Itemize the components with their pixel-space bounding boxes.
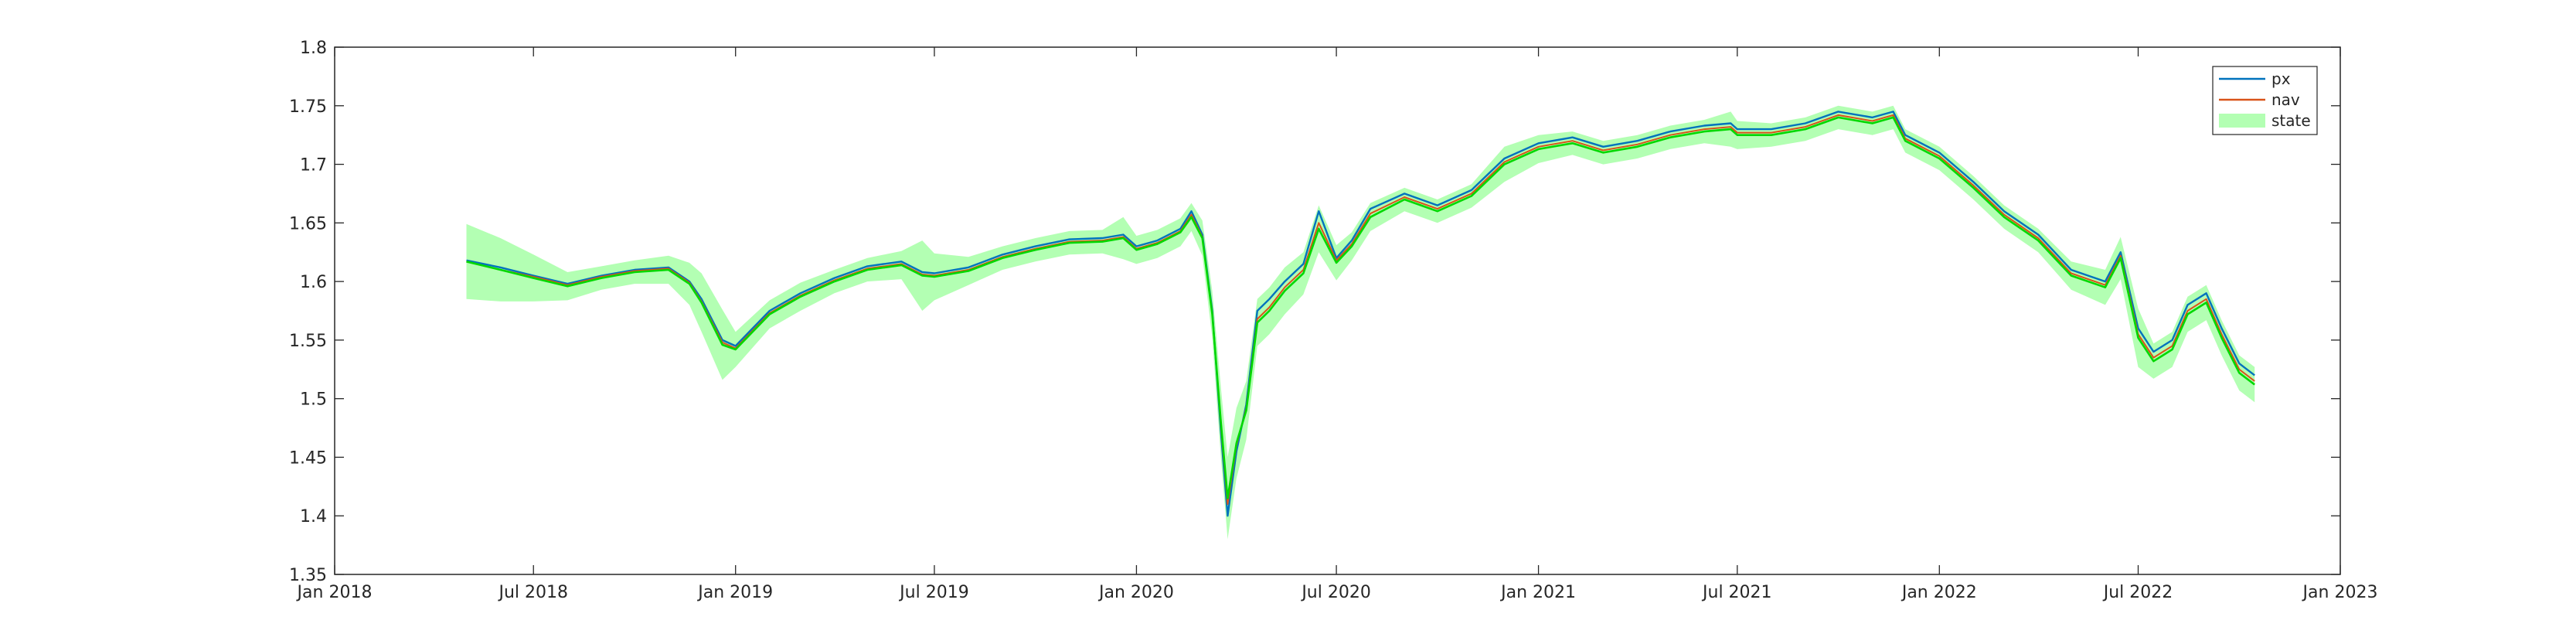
y-tick-label: 1.75 bbox=[289, 97, 327, 117]
x-tick-labels: Jan 2018 Jul 2018 Jan 2019 Jul 2019 Jan 2020… bbox=[296, 583, 2378, 602]
x-tick-label: Jan 2019 bbox=[696, 583, 773, 602]
y-tick-labels: 1.35 1.4 1.45 1.5 1.55 1.6 1.65 1.7 1.75 1.8 bbox=[289, 39, 327, 585]
y-tick-label: 1.65 bbox=[289, 214, 327, 233]
x-tick-label: Jul 2018 bbox=[497, 583, 568, 602]
x-tick-label: Jul 2019 bbox=[898, 583, 969, 602]
x-tick-label: Jul 2021 bbox=[1701, 583, 1772, 602]
x-tick-label: Jan 2023 bbox=[2302, 583, 2378, 602]
y-tick-label: 1.35 bbox=[289, 566, 327, 585]
x-tick-label: Jan 2018 bbox=[296, 583, 373, 602]
nav-series-line bbox=[466, 114, 2255, 506]
x-tick-label: Jul 2022 bbox=[2102, 583, 2173, 602]
y-tick-label: 1.4 bbox=[300, 507, 327, 526]
plot-area bbox=[466, 105, 2255, 540]
x-tick-label: Jan 2021 bbox=[1499, 583, 1576, 602]
axes-box bbox=[334, 46, 2341, 575]
legend-label-state: state bbox=[2271, 111, 2311, 130]
y-tick-label: 1.55 bbox=[289, 332, 327, 351]
legend-items: px nav state bbox=[2219, 70, 2311, 130]
state-band-layer bbox=[466, 105, 2255, 540]
y-tick-label: 1.5 bbox=[300, 390, 327, 410]
y-tick-label: 1.45 bbox=[289, 448, 327, 468]
px-series-line bbox=[466, 111, 2255, 517]
ticks-layer bbox=[334, 46, 2341, 575]
x-tick-label: Jan 2022 bbox=[1901, 583, 1977, 602]
legend: px nav state bbox=[2212, 66, 2318, 135]
x-tick-label: Jul 2020 bbox=[1300, 583, 1371, 602]
state-series-line bbox=[466, 116, 2255, 499]
series-lines-layer bbox=[466, 111, 2255, 517]
legend-label-nav: nav bbox=[2271, 90, 2300, 109]
x-tick-label: Jan 2020 bbox=[1097, 583, 1174, 602]
y-tick-label: 1.7 bbox=[300, 156, 327, 175]
legend-swatch-state bbox=[2219, 114, 2265, 128]
y-tick-label: 1.8 bbox=[300, 39, 327, 58]
legend-label-px: px bbox=[2271, 70, 2291, 88]
y-tick-label: 1.6 bbox=[300, 273, 327, 292]
state-band bbox=[466, 105, 2255, 540]
